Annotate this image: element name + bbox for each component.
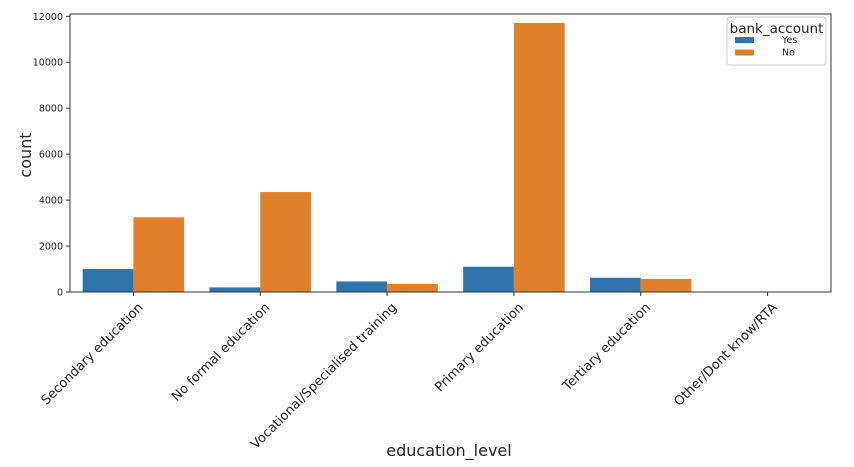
bar-yes-3 [463, 266, 514, 292]
y-tick-label: 10000 [33, 58, 63, 69]
legend: bank_account Yes No [726, 16, 827, 66]
legend-swatch-no [735, 49, 754, 56]
plot-frame [69, 13, 832, 293]
bar-no-1 [260, 192, 311, 292]
x-tick-label: Primary education [432, 300, 527, 395]
legend-label-no: No [782, 48, 795, 59]
x-tick-label: Vocational/Specialised training [248, 300, 400, 452]
bar-no-3 [513, 22, 565, 293]
bar-yes-0 [82, 269, 134, 292]
x-axis: Secondary education No formal educationVo… [39, 292, 781, 452]
y-tick-label: 0 [57, 288, 63, 299]
bar-no-4 [640, 278, 692, 292]
bar-yes-2 [336, 281, 388, 292]
x-tick-label: Tertiary education [559, 300, 653, 394]
y-tick-label: 2000 [39, 242, 63, 253]
legend-label-yes: Yes [781, 35, 797, 46]
x-tick-label: No formal education [169, 300, 273, 404]
x-tick-label: Other/Dont know/RTA [671, 300, 780, 409]
bar-no-0 [133, 217, 185, 292]
bar-no-2 [387, 283, 438, 292]
y-tick-label: 8000 [39, 104, 63, 115]
y-axis: 0 2000 4000 6000 8000 10000 12000 [33, 12, 70, 299]
x-axis-label: education_level [386, 441, 511, 461]
y-tick-label: 6000 [39, 150, 63, 161]
legend-items: Yes No [735, 35, 797, 59]
y-axis-label: count [16, 132, 35, 177]
legend-swatch-yes [735, 37, 754, 43]
bar-yes-4 [590, 277, 641, 292]
bar-yes-1 [209, 287, 261, 292]
y-tick-label: 4000 [39, 196, 63, 207]
bars-layer [82, 22, 819, 293]
y-tick-label: 12000 [33, 12, 63, 23]
legend-title: bank_account [730, 21, 824, 37]
x-tick-label: Secondary education [39, 300, 147, 408]
